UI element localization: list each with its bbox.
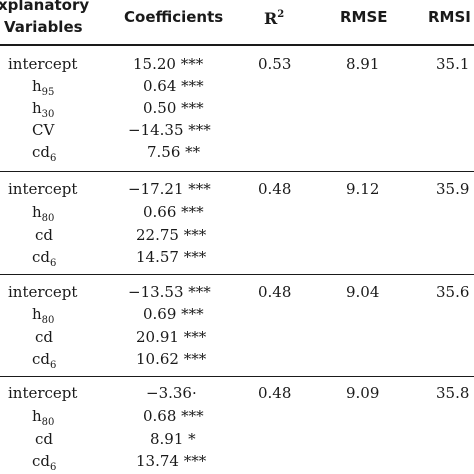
rmse2-value: 35.9 xyxy=(436,180,470,198)
header-rmse-cut: RMSI xyxy=(428,8,471,26)
var-cell: cd6 xyxy=(32,452,57,473)
var-cell: cd xyxy=(35,430,54,448)
coef-cell: 0.64 *** xyxy=(143,77,204,95)
rmse-value: 9.09 xyxy=(346,384,380,402)
header-explanatory-line2: Variables xyxy=(4,18,83,36)
coef-cell: 0.69 *** xyxy=(143,305,204,323)
r2-value: 0.48 xyxy=(258,384,292,402)
coef-cell: −14.35 *** xyxy=(128,121,211,139)
var-cell: cd xyxy=(35,328,54,346)
rmse2-value: 35.1 xyxy=(436,55,470,73)
coef-cell: 20.91 *** xyxy=(136,328,207,346)
header-coefficients: Coefficients xyxy=(124,8,224,26)
group-rule xyxy=(0,171,474,172)
coef-cell: −17.21 *** xyxy=(128,180,211,198)
coef-cell: 15.20 *** xyxy=(133,55,204,73)
coef-cell: 10.62 *** xyxy=(136,350,207,368)
coef-cell: 0.68 *** xyxy=(143,407,204,425)
rmse2-value: 35.6 xyxy=(436,283,470,301)
rmse-value: 9.12 xyxy=(346,180,380,198)
var-cell: h80 xyxy=(32,305,55,326)
coef-cell: 8.91 * xyxy=(150,430,196,448)
var-cell: cd6 xyxy=(32,350,57,371)
coef-cell: −3.36· xyxy=(146,384,197,402)
var-cell: h80 xyxy=(32,407,55,428)
coef-cell: 13.74 *** xyxy=(136,452,207,470)
rmse-value: 8.91 xyxy=(346,55,380,73)
var-cell: intercept xyxy=(8,384,78,402)
coef-cell: 7.56 ** xyxy=(147,143,201,161)
r2-value: 0.53 xyxy=(258,55,292,73)
coef-cell: −13.53 *** xyxy=(128,283,211,301)
header-explanatory-line1: xplanatory xyxy=(0,0,90,14)
group-rule xyxy=(0,376,474,377)
header-rule xyxy=(0,44,474,46)
header-rmse: RMSE xyxy=(340,8,388,26)
var-cell: h80 xyxy=(32,203,55,224)
r2-value: 0.48 xyxy=(258,283,292,301)
coef-cell: 0.66 *** xyxy=(143,203,204,221)
group-rule xyxy=(0,274,474,275)
var-cell: intercept xyxy=(8,180,78,198)
var-cell: cd6 xyxy=(32,248,57,269)
rmse2-value: 35.8 xyxy=(436,384,470,402)
coef-cell: 14.57 *** xyxy=(136,248,207,266)
var-cell: cd xyxy=(35,226,54,244)
coef-cell: 22.75 *** xyxy=(136,226,207,244)
r2-value: 0.48 xyxy=(258,180,292,198)
coef-cell: 0.50 *** xyxy=(143,99,204,117)
var-cell: cd6 xyxy=(32,143,57,164)
var-cell: h30 xyxy=(32,99,55,120)
header-r2: R2 xyxy=(264,9,285,28)
var-cell: CV xyxy=(32,121,55,139)
rmse-value: 9.04 xyxy=(346,283,380,301)
var-cell: intercept xyxy=(8,55,78,73)
var-cell: h95 xyxy=(32,77,55,98)
var-cell: intercept xyxy=(8,283,78,301)
